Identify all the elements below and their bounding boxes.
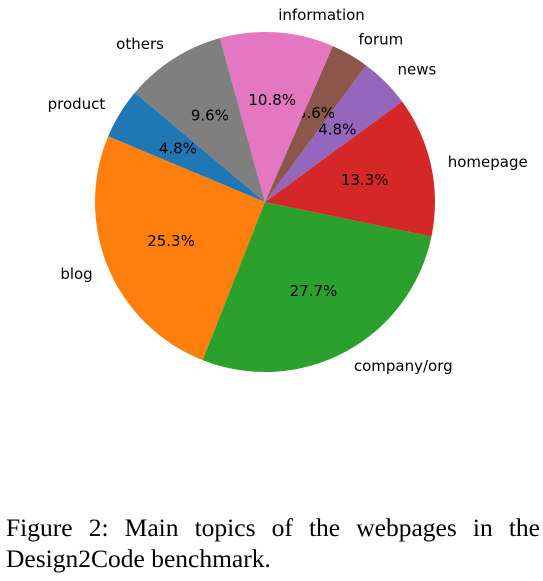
chart: product 4.8% blog 25.3% company/org 27.7% home… [48,6,528,375]
pie-slice [265,101,435,237]
figure-caption: Figure 2: Main topics of the webpages in… [6,513,540,573]
slice-label: product [48,95,106,113]
pie-slice [265,65,403,202]
pie-slice [108,92,265,202]
slice-label: news [398,61,437,79]
percent-label: 25.3% [147,232,195,250]
percent-label: 27.7% [290,282,338,300]
percent-label: 4.8% [159,139,197,157]
pie-slice [219,32,333,202]
slice-label: forum [359,31,404,49]
pie-slice [202,202,432,373]
percent-label: 4.8% [318,121,356,139]
percent-label: 9.6% [191,107,229,125]
slice-label: homepage [448,153,528,171]
percent-label: 3.6% [297,104,335,122]
slice-label: blog [60,265,92,283]
percent-label: 13.3% [341,171,389,189]
slice-label: others [116,35,164,53]
slice-label: information [278,6,365,24]
pie-slice [134,38,265,203]
percent-label: 10.8% [248,91,296,109]
pie-slice [95,136,265,361]
pie-slice [265,46,367,202]
slice-label: company/org [354,357,453,375]
